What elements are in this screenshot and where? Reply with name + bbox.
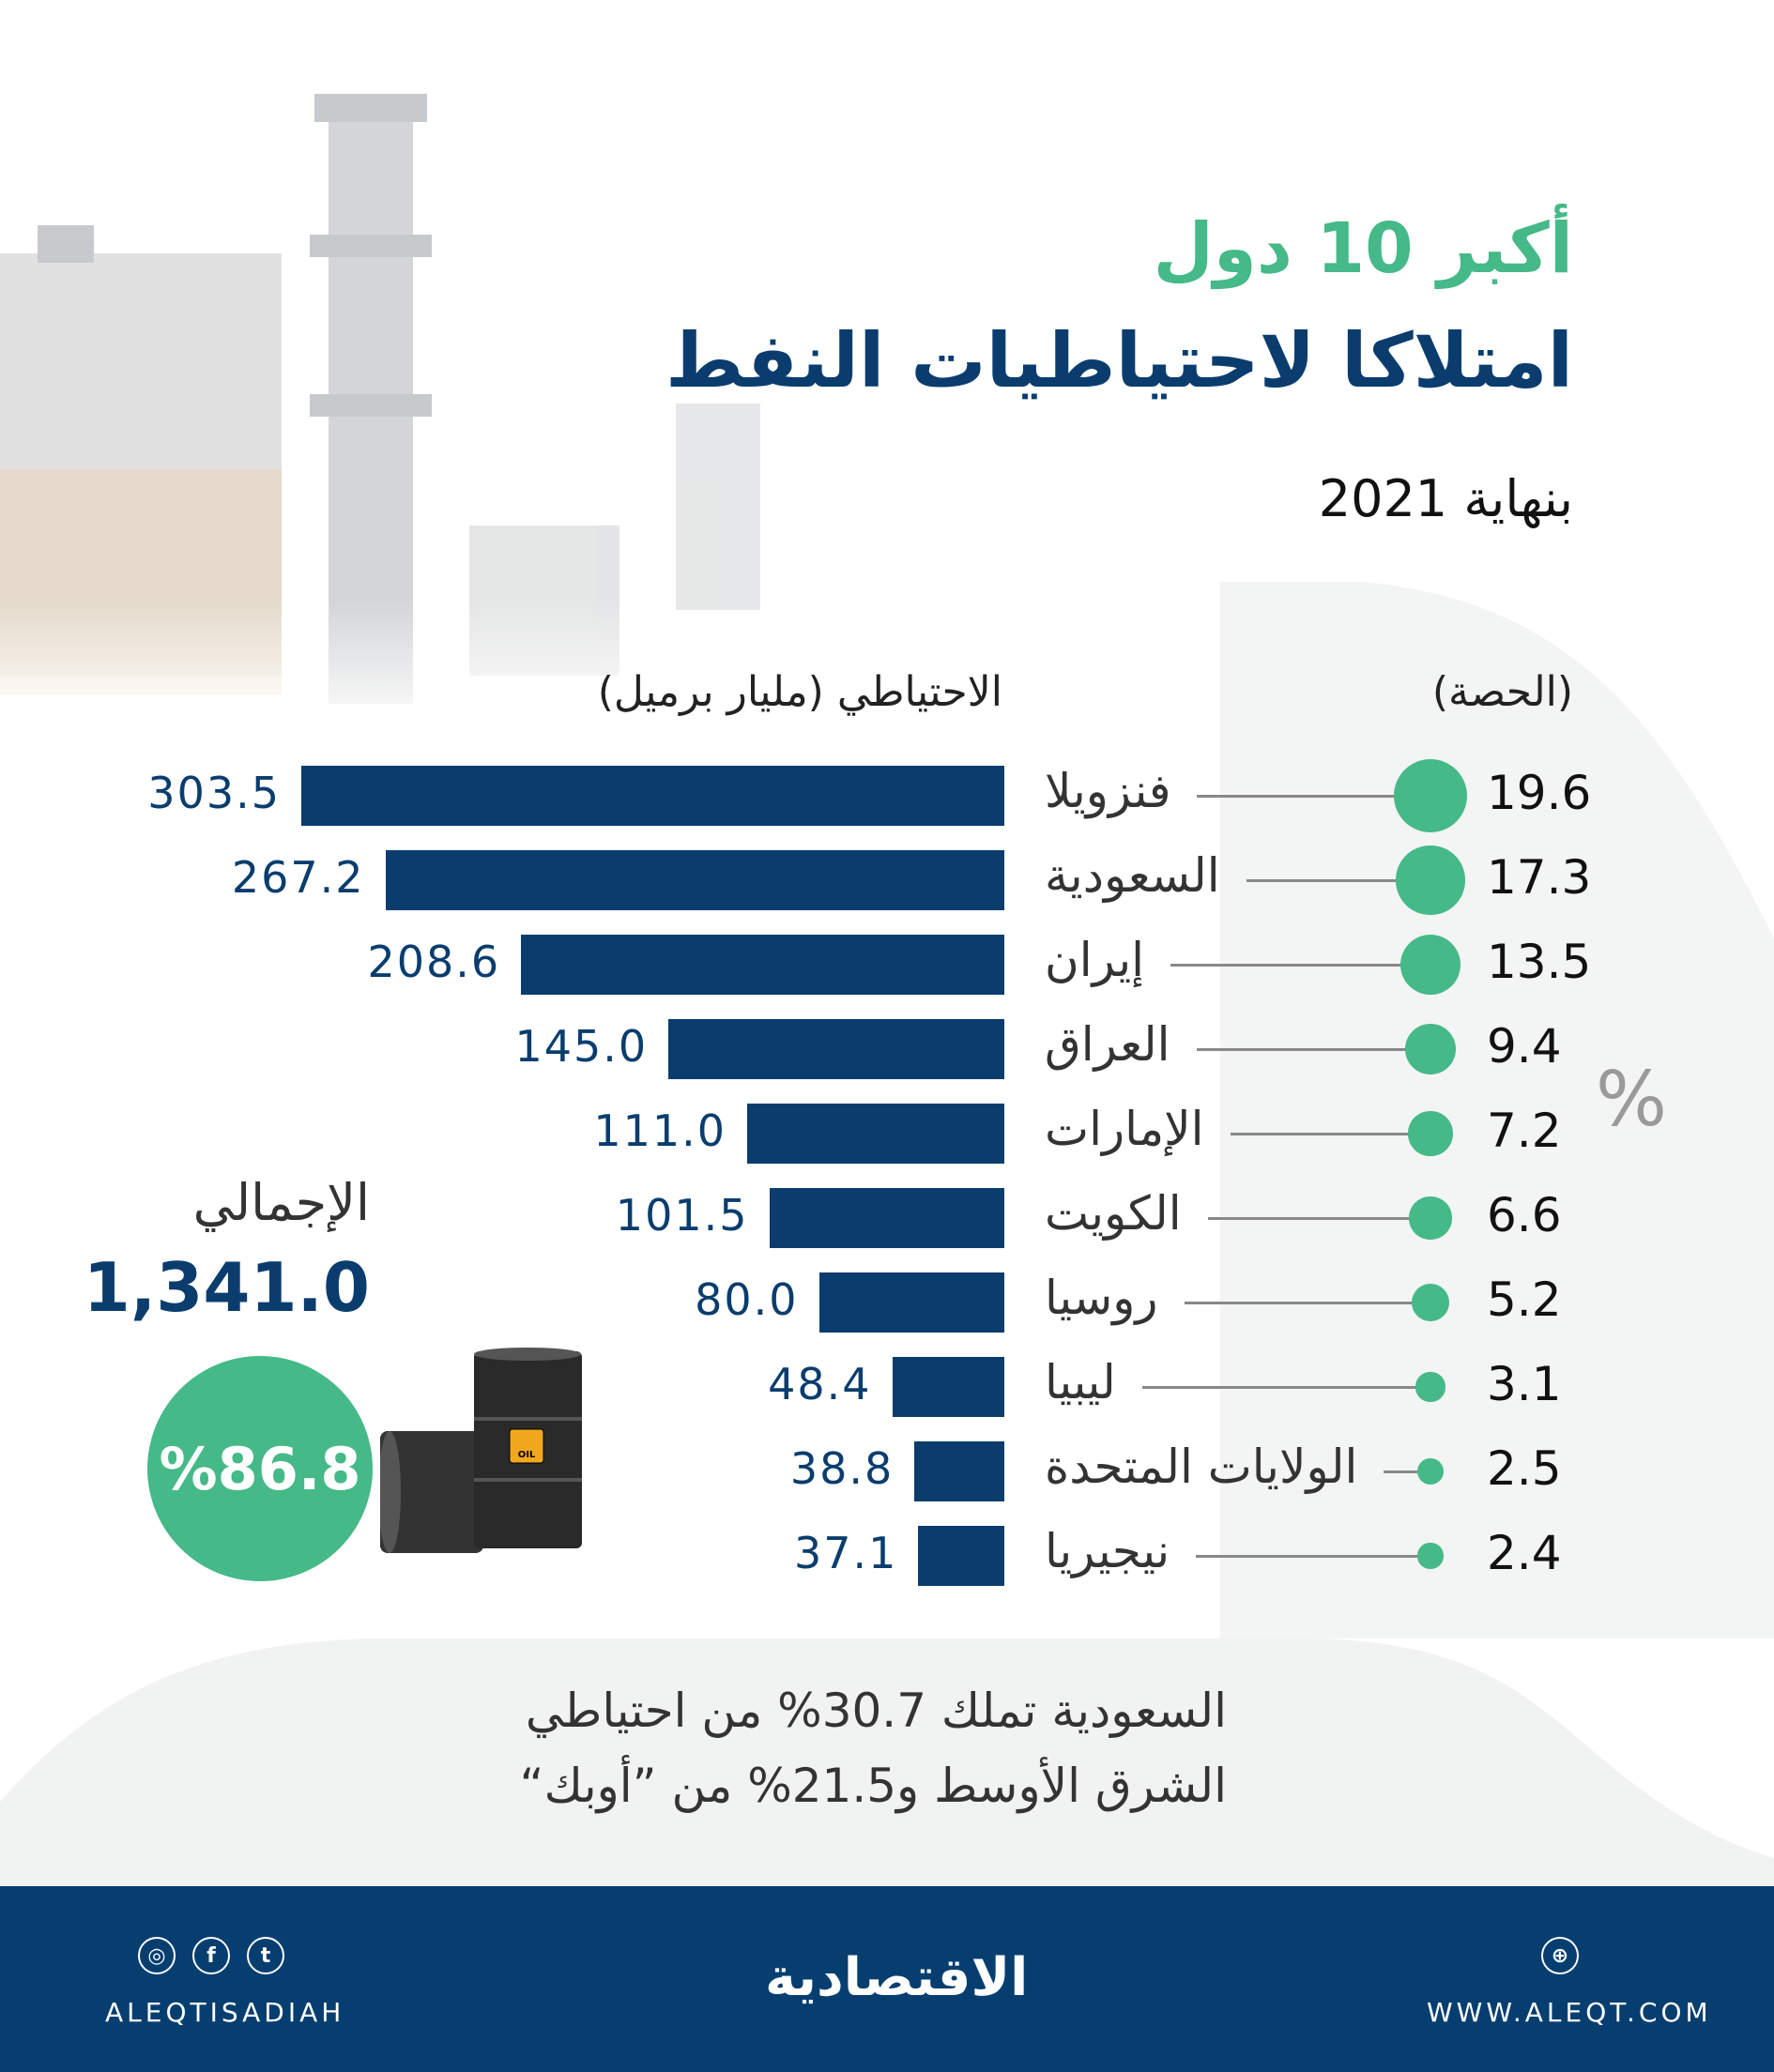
connector-line (1230, 1133, 1430, 1135)
bar (521, 935, 1004, 995)
share-circle (1417, 1458, 1444, 1485)
bar (301, 766, 1004, 826)
connector-line (1170, 964, 1430, 967)
bar-value-label: 101.5 (615, 1190, 749, 1241)
bar (914, 1441, 1004, 1501)
bar-value-label: 145.0 (514, 1021, 649, 1072)
bar-value-label: 48.4 (768, 1359, 872, 1409)
share-circle (1417, 1543, 1444, 1569)
bar (769, 1188, 1004, 1248)
category-label: الكويت (1045, 1186, 1182, 1241)
bar-value-label: 208.6 (367, 937, 501, 987)
reserves-header: الاحتياطي (مليار برميل) (597, 668, 1002, 716)
note-line1: السعودية تملك 30.7% من احتياطي (525, 1684, 1227, 1738)
oil-barrels-image: OIL (380, 1348, 582, 1553)
facebook-icon[interactable]: f (192, 1937, 230, 1974)
share-circle (1408, 1111, 1453, 1156)
bar (818, 1272, 1004, 1333)
share-value-label: 17.3 (1487, 850, 1592, 905)
bar-value-label: 80.0 (695, 1274, 799, 1325)
share-value-label: 19.6 (1487, 766, 1592, 820)
share-value-label: 6.6 (1487, 1188, 1562, 1242)
footer (0, 1886, 1774, 2072)
share-circle (1415, 1372, 1445, 1402)
category-label: العراق (1045, 1017, 1170, 1072)
bar (918, 1526, 1004, 1586)
category-label: الإمارات (1045, 1102, 1204, 1156)
website-link[interactable]: WWW.ALEQT.COM (1427, 1997, 1712, 2028)
category-label: فنزويلا (1045, 764, 1171, 818)
subtitle: بنهاية 2021 (1318, 469, 1573, 528)
connector-line (1197, 795, 1430, 798)
category-label: السعودية (1045, 848, 1220, 903)
connector-line (1141, 1386, 1430, 1389)
share-circle (1409, 1196, 1452, 1240)
share-circle (1411, 1283, 1450, 1322)
title-line1: أكبر 10 دول (1153, 208, 1573, 289)
connector-line (1184, 1302, 1430, 1304)
note-line2: الشرق الأوسط و21.5% من ”أوبك“ (519, 1759, 1227, 1813)
title-line2: امتلاكا لاحتياطيات النفط (665, 317, 1573, 404)
bar-value-label: 38.8 (789, 1443, 895, 1494)
share-circle (1399, 934, 1461, 996)
connector-line (1207, 1217, 1430, 1220)
total-share-circle: %86.8 (147, 1356, 373, 1581)
bar (747, 1104, 1004, 1164)
share-value-label: 13.5 (1487, 935, 1592, 989)
brand-logo: الاقتصادية (765, 1947, 1029, 2008)
globe-icon: ⊕ (1541, 1937, 1579, 1974)
bar-value-label: 37.1 (794, 1528, 898, 1578)
share-value-label: 5.2 (1487, 1272, 1562, 1327)
instagram-icon[interactable]: ◎ (138, 1937, 176, 1974)
connector-line (1196, 1555, 1430, 1558)
share-value-label: 7.2 (1487, 1104, 1562, 1158)
category-label: روسيا (1045, 1271, 1158, 1325)
category-label: نيجيريا (1045, 1524, 1170, 1578)
bar-value-label: 111.0 (593, 1105, 727, 1156)
share-circle (1394, 759, 1467, 832)
oil-label: OIL (518, 1450, 536, 1460)
share-value-label: 3.1 (1487, 1357, 1562, 1411)
connector-line (1246, 879, 1430, 882)
social-handle[interactable]: ALEQTISADIAH (105, 1997, 345, 2028)
total-share: %86.8 (159, 1434, 361, 1503)
total-value: 1,341.0 (83, 1248, 370, 1327)
bar (385, 850, 1004, 910)
category-label: الولايات المتحدة (1045, 1440, 1358, 1494)
share-value-label: 2.4 (1487, 1526, 1562, 1580)
share-value-label: 2.5 (1487, 1441, 1562, 1496)
bar-value-label: 267.2 (231, 852, 365, 903)
share-circle (1396, 846, 1465, 915)
bar (892, 1357, 1004, 1417)
twitter-icon[interactable]: t (247, 1937, 284, 1974)
connector-line (1384, 1470, 1430, 1473)
total-label: الإجمالي (192, 1173, 370, 1232)
share-unit-label: % (1596, 1056, 1668, 1143)
bar (668, 1019, 1004, 1079)
share-value-label: 9.4 (1487, 1019, 1562, 1074)
bar-value-label: 303.5 (147, 768, 281, 818)
category-label: ليبيا (1045, 1355, 1116, 1409)
share-header: (الحصة) (1431, 668, 1573, 716)
category-label: إيران (1045, 933, 1145, 987)
connector-line (1196, 1048, 1430, 1051)
share-circle (1404, 1023, 1456, 1074)
